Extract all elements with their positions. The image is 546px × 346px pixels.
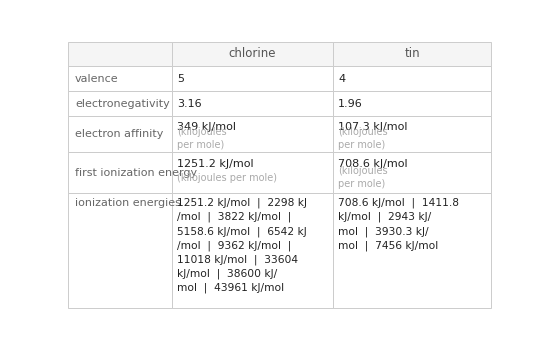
Text: 5: 5: [177, 74, 185, 84]
Text: 349 kJ/mol: 349 kJ/mol: [177, 122, 236, 132]
Text: 1251.2 kJ/mol: 1251.2 kJ/mol: [177, 160, 254, 170]
Text: electron affinity: electron affinity: [75, 129, 163, 139]
Bar: [68, 116, 172, 152]
Bar: [172, 193, 333, 308]
Text: (kilojoules per mole): (kilojoules per mole): [177, 173, 277, 182]
Text: tin: tin: [404, 47, 420, 61]
Bar: [172, 152, 333, 193]
Text: 708.6 kJ/mol: 708.6 kJ/mol: [338, 160, 408, 170]
Text: 3.16: 3.16: [177, 99, 202, 109]
Text: 708.6 kJ/mol  |  1411.8
kJ/mol  |  2943 kJ/
mol  |  3930.3 kJ/
mol  |  7456 kJ/m: 708.6 kJ/mol | 1411.8 kJ/mol | 2943 kJ/ …: [338, 198, 459, 251]
Bar: [333, 152, 491, 193]
Text: 1251.2 kJ/mol  |  2298 kJ
/mol  |  3822 kJ/mol  |
5158.6 kJ/mol  |  6542 kJ
/mol: 1251.2 kJ/mol | 2298 kJ /mol | 3822 kJ/m…: [177, 198, 307, 293]
Text: chlorine: chlorine: [229, 47, 276, 61]
Bar: [333, 66, 491, 91]
Text: valence: valence: [75, 74, 118, 84]
Bar: [172, 116, 333, 152]
Bar: [172, 91, 333, 116]
Bar: [333, 116, 491, 152]
Bar: [68, 66, 172, 91]
Text: (kilojoules
per mole): (kilojoules per mole): [338, 166, 388, 189]
Text: 1.96: 1.96: [338, 99, 363, 109]
Bar: [333, 91, 491, 116]
Text: (kilojoules
per mole): (kilojoules per mole): [338, 127, 388, 149]
Bar: [68, 91, 172, 116]
Text: 107.3 kJ/mol: 107.3 kJ/mol: [338, 122, 408, 132]
Bar: [68, 42, 172, 66]
Bar: [172, 66, 333, 91]
Bar: [68, 152, 172, 193]
Text: 4: 4: [338, 74, 345, 84]
Text: (kilojoules
per mole): (kilojoules per mole): [177, 127, 227, 149]
Bar: [172, 42, 333, 66]
Bar: [68, 193, 172, 308]
Text: ionization energies: ionization energies: [75, 198, 181, 208]
Bar: [333, 193, 491, 308]
Bar: [333, 42, 491, 66]
Text: first ionization energy: first ionization energy: [75, 167, 197, 177]
Text: electronegativity: electronegativity: [75, 99, 170, 109]
